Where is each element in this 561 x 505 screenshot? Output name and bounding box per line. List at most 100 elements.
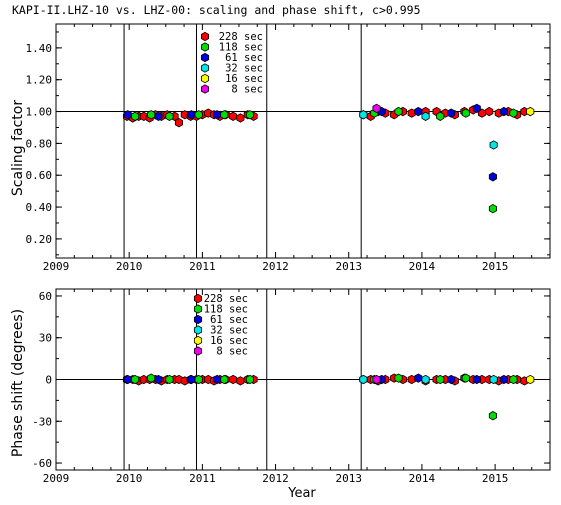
data-point-118-sec — [245, 374, 254, 385]
data-point-61-sec — [212, 374, 222, 385]
legend-marker — [193, 325, 203, 335]
data-point-32-sec — [421, 111, 430, 121]
legend-marker — [200, 63, 210, 73]
legend-marker — [193, 314, 203, 325]
y-axis-label-scaling: Scaling factor — [10, 100, 26, 196]
x-tick-label: 2014 — [409, 260, 436, 273]
y-tick-label: 0.20 — [26, 233, 53, 246]
data-point-118-sec — [147, 373, 156, 383]
data-point-61-sec — [472, 103, 481, 114]
y-tick-label: 0 — [45, 374, 52, 387]
chart-title: KAPI-II.LHZ-10 vs. LHZ-00: scaling and p… — [12, 3, 421, 17]
legend-label: 32 sec — [225, 63, 263, 75]
y-tick-label: -60 — [32, 457, 52, 470]
data-point-118-sec — [194, 374, 203, 385]
data-point-228-sec — [407, 374, 416, 385]
y-tick-label: 60 — [39, 290, 52, 303]
x-tick-label: 2013 — [335, 260, 362, 273]
y-tick-label: 1.00 — [26, 106, 53, 119]
data-point-118-sec — [220, 110, 229, 120]
data-point-118-sec — [220, 374, 229, 385]
legend-label: 228 sec — [204, 293, 248, 305]
x-tick-label: 2009 — [43, 472, 70, 485]
data-point-228-sec — [485, 106, 494, 117]
x-tick-label: 2011 — [189, 472, 216, 485]
phase-shift-panel: -60 -30 0 30 60 2009 2010 2011 2012 2013 2014 2015 2… — [32, 288, 551, 485]
data-point-118-sec — [509, 374, 518, 385]
data-point-61-sec — [414, 106, 423, 117]
legend-label: 61 sec — [210, 314, 248, 326]
data-point-118-sec — [394, 106, 403, 117]
data-point-61-sec — [447, 374, 456, 385]
data-point-61-sec — [499, 106, 508, 117]
data-point-61-sec — [212, 110, 222, 120]
data-point-228-sec — [229, 374, 238, 385]
y-tick-label: 0.40 — [26, 201, 53, 214]
x-tick-label: 2012 — [262, 472, 289, 485]
legend-label: 61 sec — [225, 52, 263, 64]
data-point-61-sec — [154, 374, 163, 385]
data-point-118-sec — [488, 411, 497, 421]
data-point-118-sec — [245, 110, 254, 120]
x-tick-label: 2014 — [409, 472, 436, 485]
legend-label: 228 sec — [219, 31, 263, 43]
x-tick-label: 2010 — [116, 260, 143, 273]
data-point-61-sec — [187, 110, 196, 120]
data-point-118-sec — [436, 374, 445, 385]
data-point-61-sec — [414, 373, 423, 383]
data-point-228-sec — [407, 108, 416, 118]
y-tick-label: 1.20 — [26, 74, 53, 87]
data-point-32-sec — [489, 374, 498, 385]
data-point-118-sec — [461, 108, 470, 118]
data-point-32-sec — [489, 140, 498, 150]
data-point-118-sec — [461, 373, 470, 383]
data-point-118-sec — [509, 108, 518, 118]
legend-label: 8 sec — [216, 346, 248, 358]
data-point-61-sec — [123, 374, 132, 385]
legend-marker — [193, 304, 203, 314]
legend-label: 8 sec — [231, 84, 263, 96]
data-point-61-sec — [154, 111, 163, 121]
legend-marker — [193, 346, 203, 356]
x-tick-label: 2015 — [482, 472, 509, 485]
data-point-118-sec — [394, 373, 403, 383]
legend-marker — [200, 31, 210, 42]
legend-label: 32 sec — [210, 325, 248, 337]
legend-marker — [200, 52, 210, 63]
data-point-32-sec — [421, 374, 430, 385]
data-point-228-sec — [236, 113, 245, 123]
x-tick-label: 2011 — [189, 260, 216, 273]
data-point-8-sec — [372, 103, 381, 114]
data-point-228-sec — [236, 376, 245, 386]
data-point-118-sec — [147, 110, 156, 120]
legend-marker — [193, 293, 203, 304]
legend-label: 16 sec — [225, 73, 263, 85]
data-point-228-sec — [174, 374, 183, 385]
legend-marker — [200, 84, 210, 94]
x-tick-label: 2012 — [262, 260, 289, 273]
data-point-8-sec — [372, 374, 381, 385]
data-point-118-sec — [165, 111, 174, 121]
x-tick-label: 2010 — [116, 472, 143, 485]
data-point-118-sec — [130, 111, 140, 121]
legend-label: 118 sec — [219, 42, 263, 54]
y-axis-label-phase: Phase shift (degrees) — [10, 309, 26, 457]
data-point-228-sec — [174, 118, 183, 128]
legend-marker — [200, 42, 210, 52]
x-tick-label: 2009 — [43, 260, 70, 273]
data-point-61-sec — [472, 374, 481, 385]
plot-frame — [55, 23, 551, 259]
data-point-61-sec — [187, 374, 196, 385]
legend-marker — [200, 73, 210, 84]
data-point-61-sec — [488, 172, 497, 182]
data-point-32-sec — [359, 110, 368, 120]
legend-marker — [193, 335, 203, 346]
x-axis-label-year: Year — [287, 486, 316, 501]
data-point-61-sec — [447, 108, 456, 118]
legend-label: 16 sec — [210, 335, 248, 347]
data-point-118-sec — [130, 374, 140, 385]
data-point-61-sec — [499, 374, 508, 385]
data-point-118-sec — [194, 110, 203, 120]
scaling-factor-panel: 0.20 0.40 0.60 0.80 1.00 1.20 1.40 2009 2010 2011… — [26, 23, 551, 273]
